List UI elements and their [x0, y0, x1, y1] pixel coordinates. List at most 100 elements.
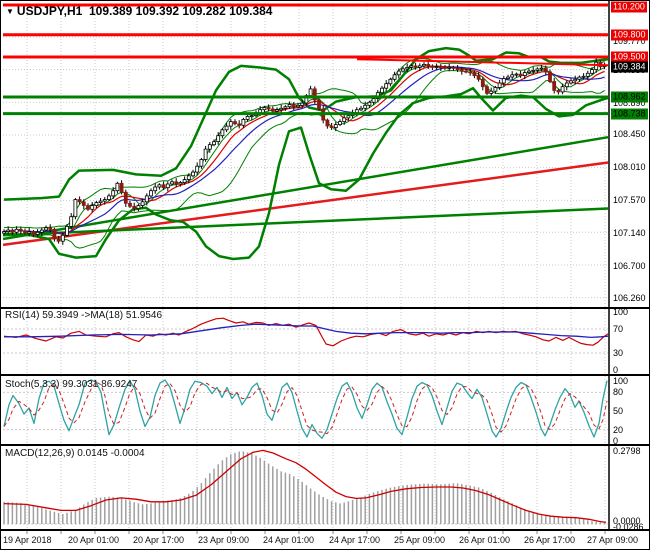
candle-body	[426, 64, 431, 67]
candle-body	[506, 76, 510, 79]
rsi-axis-label: 70	[613, 324, 624, 334]
candle-body	[476, 75, 481, 80]
candle-body	[77, 199, 82, 203]
rsi-ma-line	[4, 323, 609, 339]
panel-separator	[1, 444, 649, 446]
triangle-down-icon[interactable]: ▼	[6, 7, 14, 16]
candle-body	[191, 171, 195, 177]
candle-body	[102, 199, 107, 202]
candle-body	[543, 67, 548, 73]
price-level-badge[interactable]: 110.200	[611, 1, 647, 13]
candle-body	[396, 70, 401, 76]
candle-body	[443, 67, 447, 69]
time-axis-label: 27 Apr 09:00	[587, 535, 639, 545]
macd-axis-label: -0.0286	[613, 522, 644, 532]
candle-body	[367, 101, 372, 106]
candle-body	[329, 125, 334, 128]
candle-body	[451, 67, 456, 69]
candle-body	[262, 107, 267, 111]
candle-body	[548, 71, 552, 83]
candle-body	[569, 80, 573, 84]
price-level-badge[interactable]: 108.738	[611, 108, 648, 120]
candle-body	[363, 104, 368, 109]
rsi-axis-label: 30	[613, 348, 624, 358]
rsi-indicator-label: RSI(14) 59.3949 ->MA(18) 51.9546	[5, 310, 163, 321]
candle-body	[459, 69, 464, 72]
candle-body	[111, 190, 116, 197]
candle-body	[464, 70, 468, 73]
price-level-badge[interactable]: 109.800	[611, 29, 648, 41]
candle-body	[291, 104, 296, 108]
candle-body	[161, 184, 166, 189]
candle-body	[35, 231, 40, 235]
candle-body	[65, 225, 69, 236]
resistance-trendline	[356, 58, 609, 67]
candle-body	[132, 205, 137, 209]
candle-body	[312, 88, 317, 101]
stoch-axis-label: 0	[613, 436, 619, 446]
candle-body	[48, 227, 53, 230]
candle-body	[157, 184, 162, 188]
candle-body	[438, 66, 443, 69]
candle-body	[279, 107, 284, 111]
candle-body	[577, 76, 582, 80]
ma-red	[3, 65, 605, 235]
candle-body	[98, 200, 103, 204]
candle-body	[165, 183, 170, 189]
stoch-axis-label: 100	[613, 376, 629, 386]
price-axis-label: 108.010	[613, 162, 646, 172]
candle-body	[430, 65, 435, 68]
bb-upper	[3, 58, 605, 229]
candle-body	[233, 121, 237, 125]
price-level-badge[interactable]: 109.384	[611, 61, 648, 73]
candle-body	[401, 68, 405, 72]
candle-body	[413, 65, 418, 68]
candle-body	[203, 148, 208, 160]
candle-body	[552, 81, 557, 91]
candle-body	[275, 109, 279, 112]
price-axis-label: 108.450	[613, 129, 646, 139]
candle-body	[10, 229, 15, 233]
stoch-axis-label: 50	[613, 406, 624, 416]
candle-body	[270, 108, 275, 112]
time-axis-label: 20 Apr 01:00	[68, 535, 120, 545]
candle-body	[186, 175, 191, 180]
candle-body	[296, 104, 300, 108]
rsi-axis-label: 0	[613, 365, 619, 375]
candle-body	[392, 74, 397, 80]
candle-body	[518, 73, 523, 76]
candle-body	[556, 90, 561, 93]
time-axis-label: 26 Apr 17:00	[524, 535, 576, 545]
candle-body	[560, 86, 565, 93]
candle-body	[107, 195, 111, 200]
time-axis-label: 23 Apr 09:00	[198, 535, 250, 545]
candle-body	[6, 229, 11, 233]
candle-body	[220, 129, 225, 137]
candle-body	[317, 99, 321, 110]
candle-body	[447, 67, 452, 69]
candle-body	[115, 182, 120, 192]
price-axis-label: 106.700	[613, 261, 646, 271]
diagonal-ma-green-slow	[2, 207, 609, 237]
candle-body	[216, 135, 221, 142]
price-level-badge[interactable]: 109.500	[611, 51, 648, 63]
candle-body	[182, 179, 187, 184]
candle-body	[23, 230, 27, 234]
candle-body	[539, 67, 544, 70]
price-level-badge[interactable]: 108.962	[611, 91, 648, 103]
candle-body	[485, 86, 489, 94]
time-axis-label: 24 Apr 01:00	[263, 535, 315, 545]
candle-body	[434, 66, 439, 69]
stoch-axis-label: 20	[613, 425, 624, 435]
candle-body	[417, 65, 422, 68]
candle-body	[170, 181, 174, 185]
time-axis-label: 24 Apr 17:00	[329, 535, 381, 545]
candle-body	[497, 82, 502, 88]
candle-body	[212, 141, 216, 146]
candle-body	[128, 202, 132, 207]
candle-body	[241, 119, 246, 126]
candle-body	[342, 117, 347, 123]
candle-body	[18, 228, 23, 232]
candle-body	[86, 205, 90, 210]
